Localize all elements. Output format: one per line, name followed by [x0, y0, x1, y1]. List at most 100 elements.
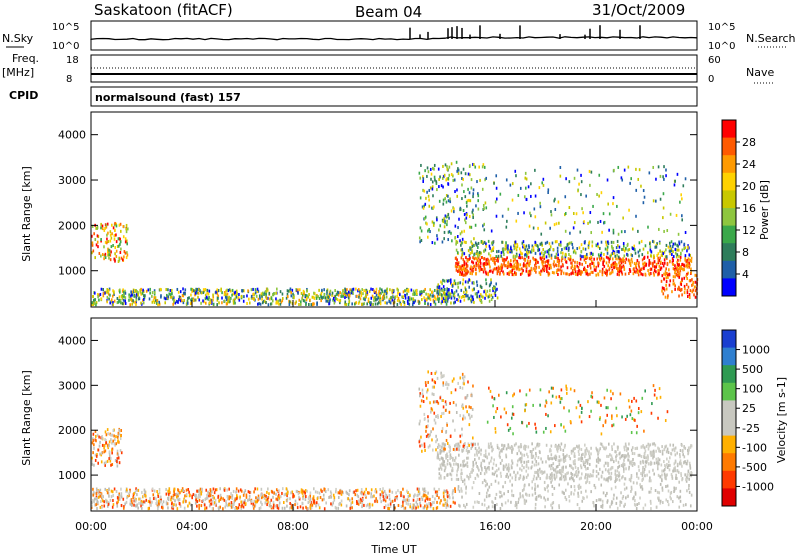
echo-cell	[436, 237, 439, 241]
echo-cell	[606, 272, 608, 276]
echo-cell	[648, 444, 650, 448]
echo-cell	[463, 464, 466, 468]
echo-cell	[596, 448, 598, 452]
echo-cell	[165, 500, 168, 504]
echo-cell	[417, 299, 420, 303]
echo-cell	[659, 256, 661, 260]
echo-cell	[454, 388, 457, 392]
echo-cell	[446, 299, 449, 303]
echo-cell	[661, 452, 664, 456]
echo-cell	[169, 289, 172, 293]
echo-cell	[564, 229, 567, 233]
echo-cell	[494, 200, 497, 204]
echo-cell	[287, 490, 289, 494]
echo-cell	[457, 261, 460, 265]
echo-cell	[396, 294, 398, 298]
echo-cell	[665, 168, 667, 172]
echo-cell	[541, 471, 543, 475]
echo-cell	[664, 273, 667, 277]
echo-cell	[676, 262, 679, 266]
echo-cell	[596, 257, 599, 261]
echo-cell	[595, 273, 597, 277]
echo-cell	[463, 252, 466, 256]
echo-cell	[161, 506, 164, 510]
echo-cell	[591, 252, 594, 256]
echo-cell	[519, 256, 522, 260]
echo-cell	[616, 239, 619, 243]
echo-cell	[540, 257, 543, 261]
echo-cell	[119, 242, 121, 246]
echo-cell	[306, 489, 308, 493]
echo-cell	[242, 493, 245, 497]
echo-cell	[451, 239, 453, 243]
echo-cell	[350, 289, 353, 293]
echo-cell	[658, 227, 660, 231]
echo-cell	[491, 248, 494, 252]
echo-cell	[118, 440, 120, 444]
echo-cell	[388, 489, 391, 493]
echo-cell	[442, 220, 445, 224]
echo-cell	[441, 457, 444, 461]
echo-cell	[446, 503, 448, 507]
echo-cell	[124, 296, 127, 300]
echo-cell	[366, 302, 369, 306]
echo-cell	[412, 292, 414, 296]
echo-cell	[182, 294, 185, 298]
echo-cell	[439, 463, 442, 467]
echo-cell	[469, 271, 472, 275]
echo-cell	[431, 378, 434, 382]
echo-cell	[663, 460, 665, 464]
echo-cell	[477, 245, 479, 249]
echo-cell	[173, 299, 175, 303]
echo-cell	[476, 465, 478, 469]
echo-cell	[428, 198, 430, 202]
echo-cell	[394, 497, 396, 501]
echo-cell	[518, 256, 520, 260]
echo-cell	[555, 264, 558, 268]
echo-cell	[470, 300, 473, 304]
echo-cell	[512, 259, 515, 263]
mode-text: normalsound (fast) 157	[95, 91, 241, 104]
echo-cell	[430, 172, 433, 176]
echo-cell	[689, 279, 692, 283]
echo-cell	[445, 453, 447, 457]
echo-cell	[500, 449, 502, 453]
echo-cell	[484, 465, 486, 469]
echo-cell	[402, 500, 404, 504]
echo-cell	[312, 295, 315, 299]
echo-cell	[188, 494, 191, 498]
echo-cell	[105, 225, 108, 229]
echo-cell	[94, 458, 97, 462]
echo-cell	[446, 215, 449, 219]
echo-cell	[670, 452, 672, 456]
echo-cell	[209, 494, 212, 498]
echo-cell	[96, 489, 98, 493]
echo-cell	[204, 497, 207, 501]
echo-cell	[397, 489, 399, 493]
echo-cell	[325, 299, 328, 303]
echo-cell	[343, 291, 346, 295]
echo-cell	[247, 498, 249, 502]
echo-cell	[483, 165, 486, 169]
echo-cell	[683, 460, 685, 464]
echo-cell	[502, 447, 505, 451]
echo-cell	[97, 495, 100, 499]
echo-cell	[101, 435, 103, 439]
echo-cell	[624, 230, 626, 234]
echo-cell	[551, 241, 554, 245]
echo-cell	[176, 507, 179, 511]
echo-cell	[117, 453, 120, 457]
echo-cell	[319, 495, 322, 499]
echo-cell	[317, 295, 319, 299]
echo-cell	[453, 377, 455, 381]
echo-cell	[105, 438, 107, 442]
echo-cell	[260, 487, 263, 491]
echo-cell	[581, 457, 584, 461]
echo-cell	[607, 462, 610, 466]
echo-cell	[380, 493, 383, 497]
echo-cell	[624, 260, 627, 264]
echo-cell	[301, 297, 303, 301]
echo-cell	[615, 450, 617, 454]
echo-cell	[467, 380, 469, 384]
echo-cell	[441, 427, 444, 431]
